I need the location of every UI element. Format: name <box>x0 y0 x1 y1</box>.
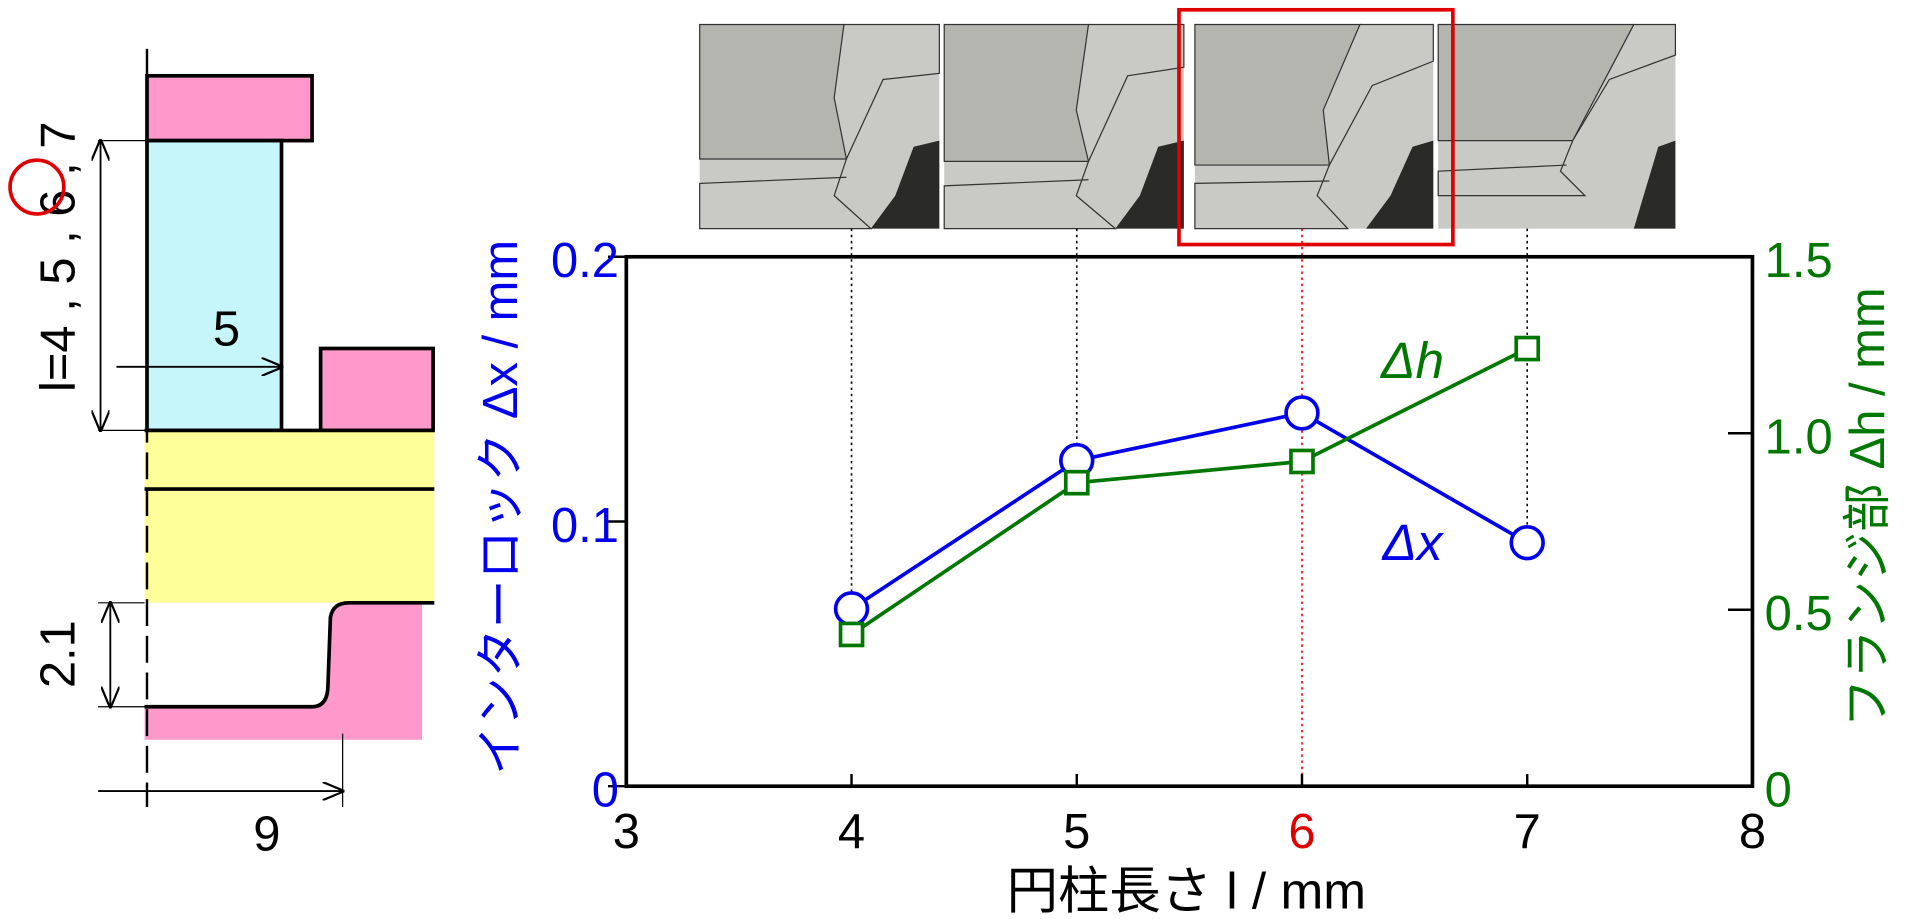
marker <box>841 623 863 645</box>
x-tick-label: 8 <box>1739 805 1766 859</box>
series-line <box>852 349 1528 635</box>
page: l=4 , 5 , 6 , 7 5 2.1 9 円柱長さ l / mm インター… <box>0 0 1908 919</box>
series-label: Δx <box>1381 514 1444 571</box>
depth-label: 2.1 <box>31 620 85 688</box>
marker <box>1291 450 1313 472</box>
y-tick-label: 0.1 <box>551 499 619 553</box>
schematic: l=4 , 5 , 6 , 7 5 2.1 9 <box>10 49 434 862</box>
marker <box>1066 472 1088 494</box>
x-tick-label: 4 <box>838 805 865 859</box>
micrograph <box>1438 24 1675 228</box>
cylinder <box>147 141 281 431</box>
marker <box>1516 338 1538 360</box>
die-cavity <box>145 603 349 707</box>
y2-tick-label: 1.5 <box>1765 234 1833 288</box>
x-axis-label: 円柱長さ l / mm <box>1007 863 1366 919</box>
micrograph <box>700 24 940 228</box>
plot-frame <box>626 257 1752 786</box>
holder <box>321 348 433 430</box>
y2-tick-label: 0.5 <box>1765 587 1833 641</box>
marker <box>836 593 868 625</box>
sheets <box>145 430 435 602</box>
marker <box>1511 527 1543 559</box>
y2-tick-label: 1.0 <box>1765 411 1833 465</box>
y2-axis-label: フランジ部 Δh / mm <box>1841 287 1895 727</box>
marker <box>1286 397 1318 429</box>
series-label: Δh <box>1380 332 1444 389</box>
x-tick-label: 5 <box>1063 805 1090 859</box>
micrographs <box>700 24 1676 228</box>
micrograph <box>1195 24 1433 228</box>
series-line <box>852 413 1528 609</box>
punch-top <box>147 76 312 141</box>
width-label: 9 <box>253 807 280 861</box>
y-tick-label: 0.2 <box>551 234 619 288</box>
figure: l=4 , 5 , 6 , 7 5 2.1 9 円柱長さ l / mm インター… <box>0 0 1908 919</box>
y-axis-label: インターロック Δx / mm <box>474 240 528 775</box>
x-tick-label: 6 <box>1288 805 1315 859</box>
x-tick-label: 7 <box>1514 805 1541 859</box>
y-tick-label: 0 <box>592 763 619 817</box>
y2-tick-label: 0 <box>1765 763 1792 817</box>
radius-label: 5 <box>213 303 240 357</box>
micrograph <box>944 24 1184 228</box>
